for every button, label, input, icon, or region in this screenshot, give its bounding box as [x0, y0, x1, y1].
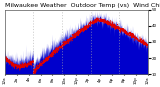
- Text: Milwaukee Weather  Outdoor Temp (vs)  Wind Chill per Minute  (Last 24 Hours): Milwaukee Weather Outdoor Temp (vs) Wind…: [5, 3, 160, 8]
